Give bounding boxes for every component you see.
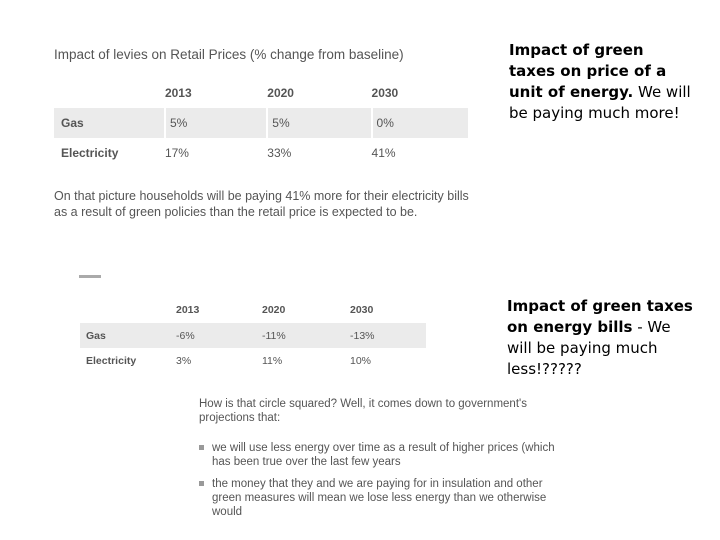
table1-cell: 5% bbox=[272, 116, 290, 130]
list-item: we will use less energy over time as a r… bbox=[199, 441, 559, 471]
table2-cell: 10% bbox=[350, 354, 372, 367]
table2-year: 2013 bbox=[176, 304, 200, 316]
energy-bills-table: 2013 2020 2030 Gas -6% -11% -13% Electri… bbox=[80, 297, 426, 373]
cropped-text-fragment bbox=[79, 275, 101, 278]
table2-header-row: 2013 2020 2030 bbox=[80, 297, 426, 323]
table1-row-label: Gas bbox=[54, 108, 165, 138]
table2-cell: 3% bbox=[176, 354, 192, 367]
list-item-text: the money that they and we are paying fo… bbox=[212, 478, 547, 518]
table1-year: 2030 bbox=[371, 86, 399, 100]
table1-header-row: 2013 2020 2030 bbox=[54, 78, 468, 108]
table1-cell: 0% bbox=[376, 116, 394, 130]
table1-title: Impact of levies on Retail Prices (% cha… bbox=[54, 47, 404, 62]
table1-note: On that picture households will be payin… bbox=[54, 189, 469, 219]
table2-row-label: Electricity bbox=[86, 354, 137, 367]
table2-cell: -13% bbox=[350, 323, 426, 348]
table1-cell: 5% bbox=[169, 116, 188, 130]
table1-cell: 41% bbox=[371, 146, 396, 160]
explain-question: How is that circle squared? Well, it com… bbox=[199, 398, 527, 424]
table2-cell: 11% bbox=[262, 354, 283, 367]
list-item: the money that they and we are paying fo… bbox=[199, 477, 559, 521]
bullet-icon bbox=[199, 445, 204, 450]
bullet-icon bbox=[199, 481, 204, 486]
side-caption-price: Impact of green taxes on price of a unit… bbox=[509, 40, 694, 124]
table2-year: 2030 bbox=[350, 304, 374, 316]
table1-cell: 17% bbox=[164, 146, 189, 160]
side-caption-price-rest: We will be paying much more! bbox=[509, 83, 691, 122]
table1-row-gas: Gas 5% 5% 0% bbox=[54, 108, 468, 138]
table2-cell: -6% bbox=[176, 323, 262, 348]
table2-row-electricity: Electricity 3% 11% 10% bbox=[80, 348, 426, 373]
list-item-text: we will use less energy over time as a r… bbox=[212, 442, 555, 468]
side-caption-bills-bold: Impact of green taxes on energy bills bbox=[507, 297, 693, 336]
table2-cell: -11% bbox=[262, 323, 350, 348]
table1-year: 2020 bbox=[267, 86, 294, 100]
side-caption-bills-rest: - We will be paying much less!????? bbox=[507, 318, 671, 378]
retail-prices-table: 2013 2020 2030 Gas 5% 5% 0% Electricity … bbox=[54, 78, 468, 168]
table1-cell: 33% bbox=[267, 146, 292, 160]
side-caption-price-bold: Impact of green taxes on price of a unit… bbox=[509, 41, 667, 101]
table2-row-gas: Gas -6% -11% -13% bbox=[80, 323, 426, 348]
table2-year: 2020 bbox=[262, 304, 286, 316]
table1-row-label: Electricity bbox=[61, 146, 119, 160]
side-caption-bills: Impact of green taxes on energy bills - … bbox=[507, 296, 697, 380]
table1-year: 2013 bbox=[164, 86, 192, 100]
table2-row-label: Gas bbox=[80, 323, 176, 348]
table1-row-electricity: Electricity 17% 33% 41% bbox=[54, 138, 468, 168]
